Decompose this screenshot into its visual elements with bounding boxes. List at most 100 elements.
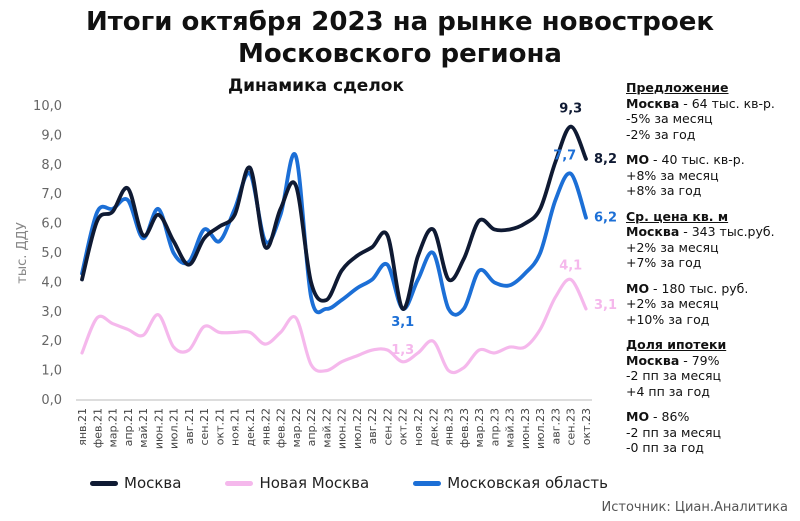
y-tick-label: 3,0 xyxy=(41,305,62,320)
x-tick-label: апр.23 xyxy=(488,408,501,446)
x-tick-label: мар.23 xyxy=(473,408,486,448)
data-label-oblast: 3,1 xyxy=(391,315,414,330)
y-tick-label: 7,0 xyxy=(41,187,62,202)
x-tick-label: июл.22 xyxy=(351,408,364,449)
x-tick-label: июн.21 xyxy=(152,408,165,449)
series-line-moscow xyxy=(80,124,588,311)
x-tick-label: окт.21 xyxy=(213,408,226,445)
price-heading: Ср. цена кв. м xyxy=(626,208,729,224)
x-tick-label: окт.23 xyxy=(580,408,593,445)
chart-legend: Москва Новая Москва Московская область xyxy=(90,474,652,492)
mortgage-moscow: Москва - 79% xyxy=(626,353,798,369)
x-tick-label: янв.22 xyxy=(259,408,272,446)
x-tick-label: фев.21 xyxy=(91,408,104,448)
mortgage-mo-block: МО - 86% -2 пп за месяц -0 пп за год xyxy=(626,409,798,456)
x-tick-label: сен.22 xyxy=(381,408,394,446)
mortgage-heading: Доля ипотеки xyxy=(626,337,727,352)
offer-mo: МО - 40 тыс. кв-р. xyxy=(626,152,798,168)
x-tick-label: дек.21 xyxy=(244,408,257,447)
offer-moscow: Москва - 64 тыс. кв-р. xyxy=(626,96,798,112)
offer-mo-line-1: +8% за месяц xyxy=(626,167,719,183)
x-tick-label: май.23 xyxy=(504,408,517,448)
price-moscow-label: Москва xyxy=(626,224,680,239)
y-tick-label: 4,0 xyxy=(41,275,62,290)
legend-item-new-moscow: Новая Москва xyxy=(225,474,369,492)
y-tick-label: 9,0 xyxy=(41,128,62,143)
x-tick-label: мар.21 xyxy=(107,408,120,448)
data-label-new-moscow: 3,1 xyxy=(594,298,617,313)
y-tick-label: 10,0 xyxy=(33,99,62,114)
legend-swatch-moscow xyxy=(90,480,118,486)
offer-moscow-line-2: -2% за год xyxy=(626,126,696,142)
x-tick-label: ноя.21 xyxy=(229,408,242,446)
y-tick-label: 5,0 xyxy=(41,246,62,261)
price-mo-line-2: +10% за год xyxy=(626,311,710,327)
price-block: Ср. цена кв. м Москва - 343 тыс.руб. +2%… xyxy=(626,209,798,271)
data-label-new-moscow: 4,1 xyxy=(559,258,582,273)
mortgage-mo-line-2: -0 пп за год xyxy=(626,440,704,455)
x-tick-label: апр.21 xyxy=(122,408,135,446)
x-tick-label: ноя.22 xyxy=(412,408,425,446)
legend-item-oblast: Московская область xyxy=(413,474,608,492)
data-label-oblast: 6,2 xyxy=(594,211,617,226)
title-line-2: Московского региона xyxy=(238,39,562,69)
offer-block: Предложение Москва - 64 тыс. кв-р. -5% з… xyxy=(626,80,798,142)
legend-item-moscow: Москва xyxy=(90,474,181,492)
offer-mo-line-2: +8% за год xyxy=(626,183,702,198)
y-tick-label: 2,0 xyxy=(41,334,62,349)
x-tick-label: авг.21 xyxy=(183,408,196,445)
legend-label-oblast: Московская область xyxy=(447,474,608,492)
legend-swatch-oblast xyxy=(413,480,442,486)
data-label-oblast: 7,7 xyxy=(553,149,576,164)
mortgage-moscow-value: - 79% xyxy=(679,352,720,368)
x-tick-label: июл.23 xyxy=(534,408,547,449)
line-chart: 0,0 1,0 2,0 3,0 4,0 5,0 6,0 7,0 8,0 9,0 10,0 тыс. Д… xyxy=(15,99,617,449)
data-label-moscow: 8,2 xyxy=(594,152,617,167)
x-tick-label: янв.21 xyxy=(76,408,89,446)
side-panel: Предложение Москва - 64 тыс. кв-р. -5% з… xyxy=(626,80,798,466)
x-tick-label: фев.23 xyxy=(458,408,471,448)
x-tick-label: сен.21 xyxy=(198,408,211,446)
x-tick-label: май.21 xyxy=(137,408,150,448)
mortgage-mo: МО - 86% xyxy=(626,409,798,425)
offer-moscow-label: Москва xyxy=(626,95,680,111)
x-tick-label: янв.23 xyxy=(443,408,456,446)
chart-subtitle: Динамика сделок xyxy=(228,76,405,96)
x-tick-label: авг.22 xyxy=(366,408,379,445)
legend-label-moscow: Москва xyxy=(124,474,182,492)
x-tick-label: мар.22 xyxy=(290,408,303,448)
mortgage-moscow-line-2: +4 пп за год xyxy=(626,383,710,399)
y-tick-label: 0,0 xyxy=(41,393,62,408)
source-note: Источник: Циан.Аналитика xyxy=(601,500,789,515)
price-mo-block: МО - 180 тыс. руб. +2% за месяц +10% за … xyxy=(626,281,798,328)
x-tick-label: авг.23 xyxy=(549,408,562,445)
offer-moscow-value: - 64 тыс. кв-р. xyxy=(679,95,775,111)
price-mo-label: МО xyxy=(626,280,650,296)
offer-mo-label: МО xyxy=(626,152,650,167)
data-label-new-moscow: 1,3 xyxy=(391,343,414,358)
mortgage-moscow-label: Москва xyxy=(626,352,680,368)
y-tick-label: 1,0 xyxy=(41,364,62,379)
mortgage-mo-label: МО xyxy=(626,409,650,424)
price-mo-line-1: +2% за месяц xyxy=(626,296,719,311)
x-tick-label: сен.23 xyxy=(565,408,578,446)
x-tick-label: дек.22 xyxy=(427,408,440,447)
y-tick-label: 6,0 xyxy=(41,217,62,232)
price-moscow-line-1: +2% за месяц xyxy=(626,239,719,255)
title-line-1: Итоги октября 2023 на рынке новостроек xyxy=(85,7,715,37)
price-moscow-value: - 343 тыс.руб. xyxy=(679,224,775,239)
x-tick-label: июн.23 xyxy=(519,408,532,449)
offer-mo-block: МО - 40 тыс. кв-р. +8% за месяц +8% за г… xyxy=(626,152,798,199)
x-tick-label: окт.22 xyxy=(397,408,410,445)
series-line-oblast xyxy=(80,152,588,317)
mortgage-moscow-line-1: -2 пп за месяц xyxy=(626,368,722,383)
offer-moscow-line-1: -5% за месяц xyxy=(626,111,713,126)
page-title: Итоги октября 2023 на рынке новостроек М… xyxy=(0,6,800,70)
mortgage-mo-line-1: -2 пп за месяц xyxy=(626,424,722,440)
y-tick-label: 8,0 xyxy=(41,158,62,173)
price-moscow-line-2: +7% за год xyxy=(626,255,702,270)
x-tick-label: май.22 xyxy=(320,408,333,448)
offer-heading: Предложение xyxy=(626,80,729,95)
mortgage-block: Доля ипотеки Москва - 79% -2 пп за месяц… xyxy=(626,337,798,399)
x-tick-label: июл.21 xyxy=(168,408,181,449)
